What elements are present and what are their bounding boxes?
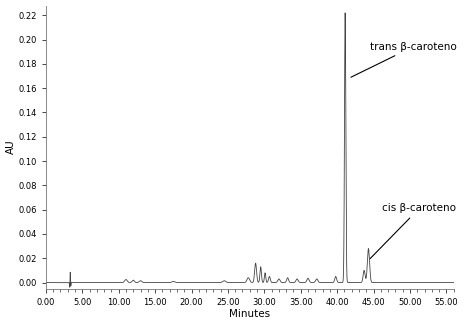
Text: cis β-caroteno: cis β-caroteno <box>370 203 456 259</box>
Y-axis label: AU: AU <box>6 140 16 154</box>
X-axis label: Minutes: Minutes <box>229 309 270 319</box>
Text: trans β-caroteno: trans β-caroteno <box>351 42 457 77</box>
